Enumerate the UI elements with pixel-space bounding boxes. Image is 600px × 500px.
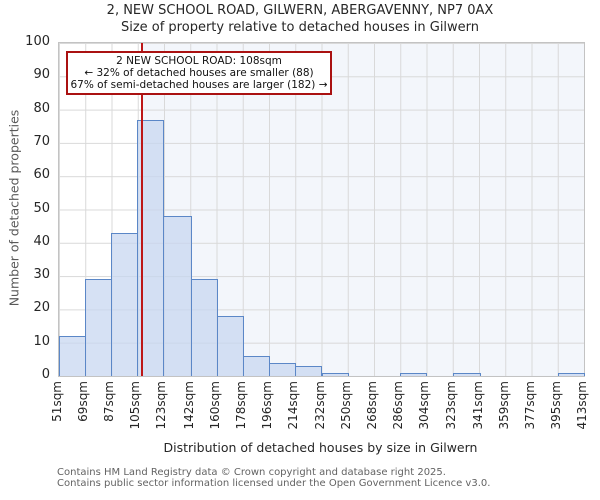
- y-axis-tick-labels: 0 10 20 30 40 50 60 70 80 90 100: [10, 34, 50, 382]
- x-tick-label: 69sqm: [76, 381, 91, 422]
- histogram-bar: [557, 372, 585, 376]
- x-tick-label: 105sqm: [128, 381, 143, 430]
- y-tick-label: 50: [33, 200, 50, 216]
- x-tick-label: 377sqm: [522, 381, 537, 430]
- histogram-bar: [295, 366, 323, 376]
- histogram-bar: [399, 372, 427, 376]
- y-tick-label: 80: [33, 100, 50, 116]
- x-tick-label: 142sqm: [181, 381, 196, 430]
- histogram-bar: [453, 372, 481, 376]
- histogram-bar: [217, 316, 245, 376]
- y-axis-title: Number of detached properties: [6, 109, 22, 307]
- y-tick-label: 90: [33, 67, 50, 83]
- x-axis-tick-labels: 51sqm 69sqm 87sqm 105sqm 123sqm 142sqm 160sqm 1…: [50, 381, 589, 439]
- y-tick-label: 60: [33, 167, 50, 183]
- y-tick-label: 20: [33, 300, 50, 316]
- histogram-bar: [111, 232, 139, 376]
- x-axis-title: Distribution of detached houses by size …: [163, 440, 478, 455]
- x-tick-label: 250sqm: [338, 381, 353, 430]
- histogram-bar: [85, 279, 113, 376]
- x-tick-label: 196sqm: [260, 381, 275, 430]
- x-tick-label: 268sqm: [364, 381, 379, 430]
- annotation-line-3: 67% of semi-detached houses are larger (…: [70, 79, 328, 91]
- chart-title: 2, NEW SCHOOL ROAD, GILWERN, ABERGAVENNY…: [106, 3, 494, 18]
- x-tick-label: 232sqm: [312, 381, 327, 430]
- histogram-bar: [321, 372, 349, 376]
- x-tick-label: 341sqm: [470, 381, 485, 430]
- property-annotation-box: 2 NEW SCHOOL ROAD: 108sqm ← 32% of detac…: [66, 51, 332, 95]
- y-tick-label: 30: [33, 267, 50, 283]
- chart-subtitle: Size of property relative to detached ho…: [120, 20, 480, 35]
- x-tick-label: 304sqm: [416, 381, 431, 430]
- plot-area: [58, 42, 585, 377]
- histogram-bar: [243, 356, 271, 376]
- x-tick-label: 395sqm: [548, 381, 563, 430]
- x-tick-label: 214sqm: [286, 381, 301, 430]
- histogram-bar: [269, 362, 297, 376]
- histogram-bar: [190, 279, 219, 376]
- x-tick-label: 413sqm: [575, 381, 589, 430]
- x-tick-label: 286sqm: [390, 381, 405, 430]
- y-tick-label: 10: [33, 333, 50, 349]
- x-tick-label: 87sqm: [102, 381, 117, 422]
- y-tick-label: 70: [33, 133, 50, 149]
- x-tick-label: 178sqm: [234, 381, 249, 430]
- annotation-line-2: ← 32% of detached houses are smaller (88…: [84, 67, 314, 79]
- footer-attribution-1: Contains HM Land Registry data © Crown c…: [57, 467, 446, 478]
- y-tick-label: 40: [33, 233, 50, 249]
- y-tick-label: 100: [25, 34, 50, 49]
- histogram-bar: [59, 336, 87, 376]
- y-tick-label: 0: [41, 367, 50, 382]
- property-size-marker-line: [140, 43, 143, 376]
- annotation-line-1: 2 NEW SCHOOL ROAD: 108sqm: [116, 55, 282, 67]
- footer-attribution-2: Contains public sector information licen…: [57, 478, 491, 489]
- x-tick-label: 123sqm: [154, 381, 169, 430]
- x-tick-label: 359sqm: [496, 381, 511, 430]
- x-tick-label: 323sqm: [444, 381, 459, 430]
- x-tick-label: 160sqm: [208, 381, 223, 430]
- histogram-bar: [163, 216, 192, 376]
- x-tick-label: 51sqm: [50, 381, 64, 422]
